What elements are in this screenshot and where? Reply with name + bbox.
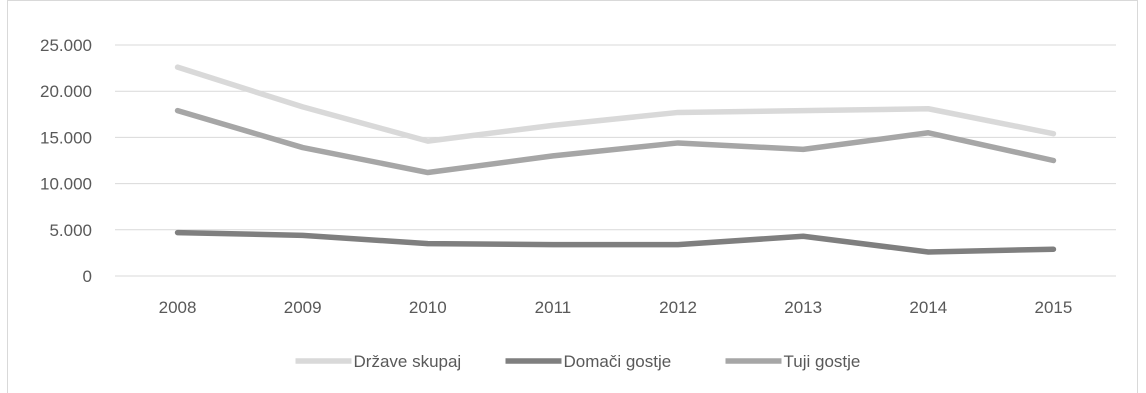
- series-lines: [174, 64, 1057, 255]
- x-tick-label: 2010: [409, 298, 447, 317]
- y-tick-label: 20.000: [40, 82, 92, 101]
- legend-label: Domači gostje: [564, 352, 672, 371]
- x-tick-label: 2012: [659, 298, 697, 317]
- y-tick-label: 0: [83, 267, 92, 286]
- series-line: [174, 64, 1057, 144]
- legend-label: Tuji gostje: [784, 352, 861, 371]
- x-tick-label: 2008: [159, 298, 197, 317]
- y-tick-label: 10.000: [40, 175, 92, 194]
- legend-label: Države skupaj: [354, 352, 462, 371]
- gridlines: [115, 44, 1116, 277]
- y-tick-label: 25.000: [40, 36, 92, 55]
- chart-frame: [7, 0, 1138, 393]
- legend: Države skupaj Domači gostje Tuji gostje: [295, 352, 861, 371]
- x-tick-label: 2015: [1035, 298, 1073, 317]
- series-line: [174, 229, 1057, 255]
- y-tick-label: 15.000: [40, 128, 92, 147]
- x-tick-label: 2013: [784, 298, 822, 317]
- x-tick-label: 2011: [535, 298, 572, 317]
- y-tick-label: 5.000: [49, 221, 92, 240]
- x-tick-label: 2014: [909, 298, 947, 317]
- y-axis-ticks: 0 5.000 10.000 15.000 20.000 25.000: [40, 36, 92, 286]
- x-tick-label: 2009: [284, 298, 322, 317]
- x-axis-ticks: 2008 2009 2010 2011 2012 2013 2014 2015: [159, 298, 1073, 317]
- series-line: [174, 107, 1057, 176]
